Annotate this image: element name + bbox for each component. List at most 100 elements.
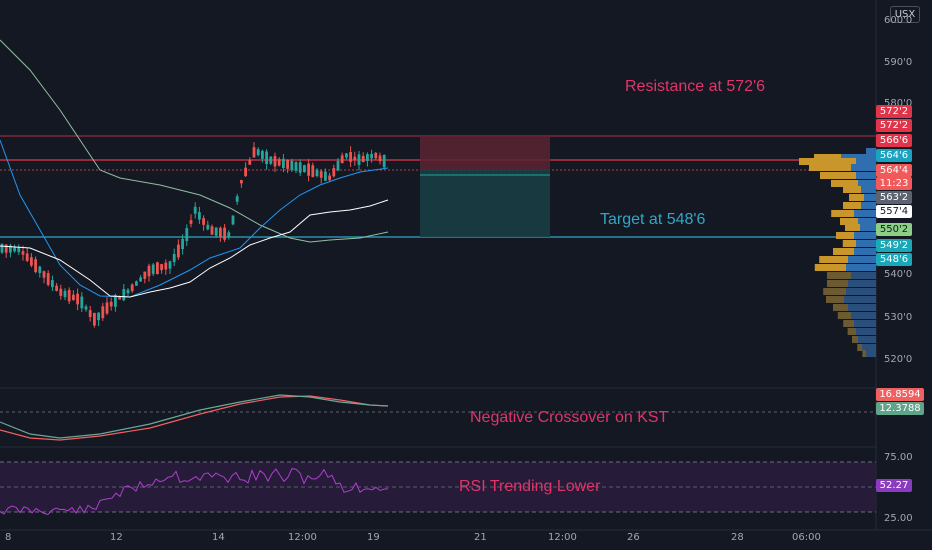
volume-profile-bar [827,272,851,279]
candle-body [378,155,382,162]
candle-body [172,254,176,262]
volume-profile-bar [847,328,856,335]
volume-profile-bar [848,256,876,263]
candle-body [223,227,226,240]
currency-button[interactable]: USX [890,6,920,23]
volume-profile-bar [862,350,866,357]
candle-body [315,169,319,177]
price-badge: 11:23 [876,177,912,190]
kst-value-badge: 16.8594 [876,388,924,401]
candle-body [349,152,352,162]
kst-annotation[interactable]: Negative Crossover on KST [470,409,669,426]
target-annotation[interactable]: Target at 548'6 [600,211,706,228]
price-tick: 600'0 [884,15,913,26]
candle-body [72,294,75,301]
target-zone[interactable] [420,170,550,237]
rsi-tick: 75.00 [884,452,913,463]
candle-body [219,227,222,238]
candle-body [67,289,71,302]
rsi-value-badge: 52.27 [876,479,912,492]
candle-body [189,220,193,224]
resistance-annotation[interactable]: Resistance at 572'6 [625,78,766,95]
candle-body [147,265,151,277]
volume-profile-bar [851,164,876,171]
time-tick: 28 [731,532,744,543]
candle-body [357,154,361,165]
price-tick: 530'0 [884,312,913,323]
volume-profile-bar [848,304,876,311]
volume-profile-bar [856,240,876,247]
candle-body [332,168,336,177]
candle-body [139,277,142,282]
candle-body [101,306,105,319]
volume-profile-bar [840,218,858,225]
rsi-annotation[interactable]: RSI Trending Lower [459,478,601,495]
candle-body [382,154,386,168]
candle-body [9,245,12,253]
volume-profile-bar [849,194,864,201]
candle-body [340,155,344,164]
volume-profile-bar [845,224,860,231]
candle-body [273,156,277,167]
candles-group [0,142,386,328]
kst-line [0,395,389,441]
volume-profile-bar [856,158,876,165]
candle-body [164,262,168,270]
candle-body [118,296,121,300]
volume-profile [799,148,876,357]
volume-profile-bar [854,232,876,239]
candle-body [46,273,50,285]
price-badge: 563'2 [876,191,912,204]
volume-profile-bar [861,186,876,193]
candle-body [42,271,46,278]
volume-profile-bar [843,202,861,209]
volume-profile-bar [831,180,858,187]
price-tick: 520'0 [884,354,913,365]
volume-profile-bar [814,154,841,161]
stop-zone[interactable] [420,136,550,170]
candle-body [84,306,88,310]
candle-body [244,167,247,177]
candle-body [34,259,37,273]
volume-profile-bar [846,264,876,271]
volume-profile-bar [836,232,854,239]
time-tick: 12:00 [548,532,577,543]
volume-profile-bar [856,328,876,335]
candle-body [370,153,373,159]
volume-profile-bar [861,202,876,209]
volume-profile-bar [854,320,876,327]
rsi-line [0,468,389,516]
candle-body [88,310,92,318]
price-badge: 572'2 [876,105,912,118]
candle-body [303,165,306,173]
time-tick: 19 [367,532,380,543]
time-tick: 06:00 [792,532,821,543]
volume-profile-bar [857,344,862,351]
candle-body [55,285,58,291]
time-tick: 12:00 [288,532,317,543]
candle-body [307,163,310,176]
candle-body [361,155,365,162]
candle-body [202,218,205,225]
time-tick: 14 [212,532,225,543]
candle-body [126,289,130,294]
candle-body [311,165,315,177]
candle-body [227,232,231,238]
candle-body [177,244,180,258]
candle-body [25,253,29,261]
price-tick: 580'0 [884,98,913,109]
candle-body [240,180,243,184]
volume-profile-bar [848,280,876,287]
volume-profile-bar [858,180,876,187]
candle-body [290,160,294,170]
moving-average-slow [0,39,389,243]
price-tick: 590'0 [884,57,913,68]
candle-body [269,156,273,164]
candle-body [76,293,79,305]
volume-profile-bar [814,264,846,271]
volume-profile-bar [854,248,876,255]
price-tick: 540'0 [884,269,913,280]
candle-body [97,312,100,321]
